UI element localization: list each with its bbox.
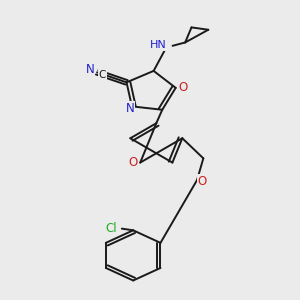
Text: N: N <box>85 63 94 76</box>
Text: O: O <box>178 81 188 94</box>
Text: Cl: Cl <box>105 222 117 235</box>
Text: C: C <box>98 70 106 80</box>
Text: O: O <box>197 175 207 188</box>
Text: O: O <box>128 156 137 169</box>
Text: HN: HN <box>150 40 167 50</box>
Text: N: N <box>125 101 134 115</box>
